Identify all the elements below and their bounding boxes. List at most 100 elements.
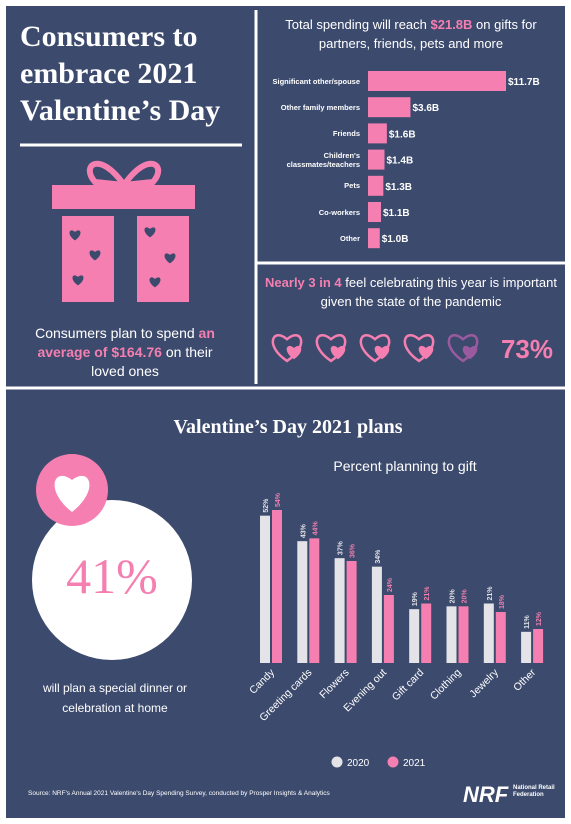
bar-label: Significant other/spouse (272, 76, 360, 86)
heart-icon (54, 475, 90, 512)
text: Total spending will reach (285, 17, 431, 32)
bar (446, 606, 457, 663)
value-label: $1.6B (389, 129, 416, 140)
bar (368, 202, 381, 222)
text: Consumers plan to spend (35, 325, 199, 341)
x-tick-label: Gift card (390, 667, 427, 704)
value-label: 21% (487, 586, 494, 601)
bar (368, 175, 384, 196)
bar (368, 228, 380, 249)
heart-fill (374, 345, 390, 360)
stat-circle (32, 500, 192, 660)
value-label: 52% (263, 498, 270, 513)
heart-fill (462, 345, 478, 360)
bar (521, 631, 532, 663)
value-label: 20% (450, 589, 457, 604)
bar (409, 609, 420, 663)
bar-label: Friends (332, 128, 360, 138)
x-tick-label: Clothing (428, 667, 464, 703)
section-title: Valentine’s Day 2021 plans (173, 416, 402, 438)
bar-label: Other (339, 233, 360, 243)
pandemic-text: Nearly 3 in 4 feel celebrating this year… (262, 273, 560, 311)
x-tick-label: Candy (247, 666, 277, 696)
gift-heart (149, 277, 161, 288)
bar-label: Other family members (280, 102, 360, 112)
bar (533, 629, 544, 663)
bar (309, 538, 320, 663)
legend-label: 2021 (403, 758, 426, 769)
bar (260, 515, 270, 663)
bar (383, 595, 394, 663)
value-label: $3.6B (412, 103, 439, 114)
value-label: 37% (338, 540, 345, 555)
x-tick-label: Other (511, 666, 538, 693)
heart-fill (286, 345, 302, 360)
gift-heart (89, 250, 101, 261)
logo: NRF (463, 782, 509, 807)
value-label: 44% (312, 521, 319, 536)
average-text: Consumers plan to spend an average of $1… (20, 324, 230, 381)
bar (483, 603, 494, 663)
bar (368, 97, 411, 118)
gift-icon (52, 160, 195, 302)
value-label: 54% (275, 492, 282, 507)
value-label: 12% (536, 611, 543, 626)
chart-title: Total spending will reach $21.8B on gift… (262, 15, 560, 53)
bar (346, 561, 357, 663)
x-tick-label: Jewelry (467, 666, 501, 700)
highlight: an average of $164.76 (37, 325, 215, 360)
bar (421, 603, 432, 663)
bar (368, 71, 506, 91)
source: Source: NRF's Annual 2021 Valentine's Da… (28, 790, 330, 797)
background (6, 6, 565, 818)
value-label: 18% (499, 594, 506, 609)
main-title: Consumers to embrace 2021 Valentine’s Da… (20, 20, 221, 127)
value-label: 24% (387, 577, 394, 592)
gift-heart (144, 227, 156, 238)
x-tick-label: Flowers (317, 667, 351, 701)
value-label: $1.0B (382, 234, 409, 245)
bar-label: Children's classmates/teachers (286, 150, 360, 169)
gift-heart (72, 275, 84, 286)
bar (458, 606, 469, 663)
stat-value: 41% (66, 548, 158, 604)
pandemic-stat: 73% (501, 334, 553, 364)
value-label: 20% (462, 589, 469, 604)
value-label: $1.1B (383, 208, 410, 219)
value-label: 21% (424, 586, 431, 601)
bar (297, 541, 308, 663)
logo-text: National Retail Federation (513, 785, 555, 798)
text: feel celebrating this year is important … (320, 275, 557, 309)
bar-label: Pets (344, 181, 360, 191)
text: on gifts for partners, friends, pets and… (318, 17, 537, 51)
legend-marker (387, 756, 399, 768)
highlight: Nearly 3 in 4 (265, 275, 342, 290)
value-label: 36% (350, 543, 357, 558)
bar (495, 612, 506, 663)
value-label: 43% (300, 523, 307, 538)
heart-fill (418, 345, 434, 360)
value-label: $1.4B (387, 156, 414, 167)
gift-heart (69, 230, 81, 241)
value-label: 11% (524, 614, 531, 628)
legend-marker (331, 756, 343, 768)
bar (368, 149, 385, 170)
stat-text: will plan a special dinner or celebratio… (42, 681, 188, 715)
legend-label: 2020 (347, 758, 370, 769)
heart-fill (330, 345, 346, 360)
value-label: $1.3B (385, 182, 412, 193)
gift-heart (164, 253, 176, 264)
value-label: 34% (375, 549, 382, 564)
bar (334, 558, 345, 663)
bar (272, 510, 282, 663)
bar (368, 123, 387, 144)
text: on their loved ones (91, 344, 213, 379)
bar (371, 566, 382, 663)
highlight: $21.8B (430, 17, 473, 32)
value-label: $11.7B (508, 77, 540, 88)
value-label: 19% (412, 591, 419, 606)
chart-title: Percent planning to gift (333, 458, 477, 474)
bar-label: Co-workers (318, 207, 360, 217)
